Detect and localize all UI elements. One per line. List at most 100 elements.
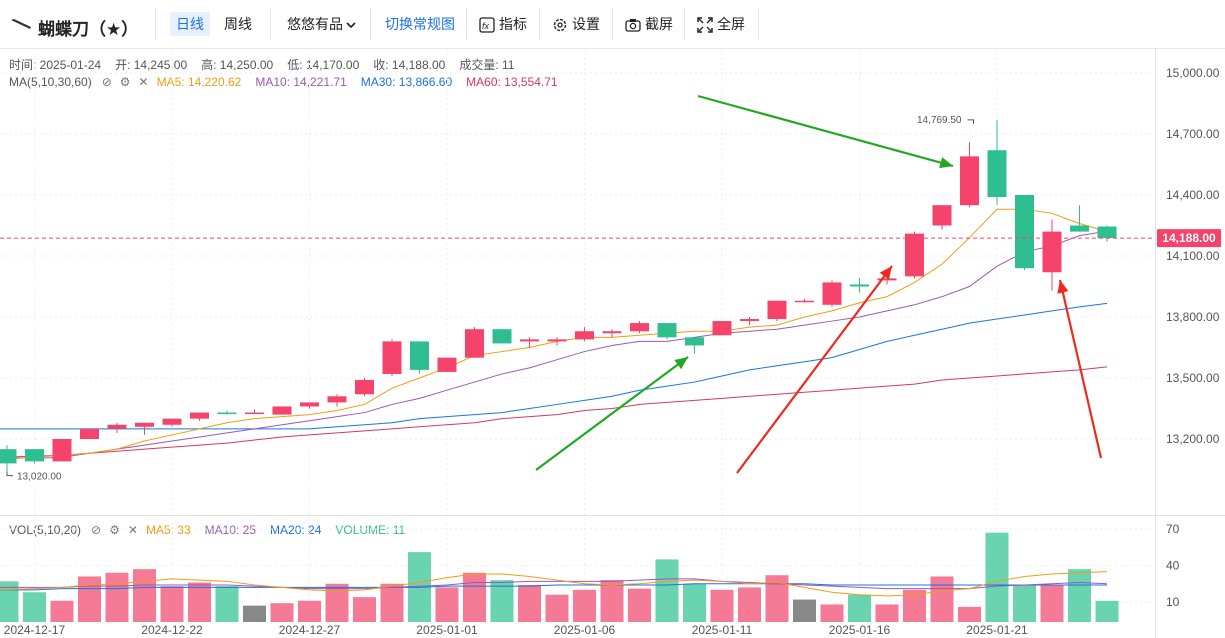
fullscreen-button[interactable]: 全屏 <box>691 12 751 36</box>
ma-legend: MA(5,10,30,60) ⊘ ⚙ ✕ MA5: 14,220.62 MA10… <box>9 75 572 89</box>
settings-button[interactable]: 设置 <box>546 12 606 36</box>
candle-body <box>135 422 154 427</box>
date-tick-label: 2025-01-16 <box>829 623 891 637</box>
candle-body <box>327 396 347 403</box>
annotation-arrow-head <box>879 266 892 280</box>
candle-body <box>465 329 484 358</box>
candle-body <box>657 323 677 338</box>
volume-bar <box>985 532 1009 622</box>
fullscreen-icon <box>697 17 713 34</box>
eye-hide-icon[interactable]: ⊘ <box>91 523 102 537</box>
chevron-down-icon <box>346 22 356 29</box>
date-tick-label: 2025-01-06 <box>554 623 616 637</box>
volume-bar <box>628 588 651 622</box>
candle-body <box>960 156 979 206</box>
candle-body <box>272 406 292 415</box>
app-title: 蝴蝶刀（★） <box>38 20 139 39</box>
gear-icon[interactable]: ⚙ <box>109 523 120 537</box>
volume-bar <box>435 587 459 622</box>
ma-legend-name: MA(5,10,30,60) <box>9 75 92 89</box>
volume-bar <box>215 586 239 622</box>
candle-body <box>932 205 952 226</box>
fullscreen-label: 全屏 <box>717 16 745 32</box>
toolbar: 蝴蝶刀（★） 日线 周线 悠悠有品 切换常规图 fx 指标 设置 截屏 全屏 <box>0 0 1225 49</box>
camera-icon <box>625 19 641 32</box>
ohlc-high: 高: 14,250.00 <box>201 58 274 72</box>
candle-body <box>905 233 924 277</box>
volume-bar <box>188 582 211 622</box>
candle-body <box>685 337 704 346</box>
candle-body <box>300 402 319 407</box>
candle-body <box>0 449 17 464</box>
close-icon[interactable]: ✕ <box>127 523 138 537</box>
ma60-legend: MA60: 13,554.71 <box>466 75 558 89</box>
volume-bar <box>765 575 789 622</box>
max-marker <box>967 119 974 124</box>
settings-label: 设置 <box>572 16 600 32</box>
vol-ma5-legend: MA5: 33 <box>145 523 191 537</box>
candle-body <box>740 319 759 322</box>
volume-bar <box>133 569 156 622</box>
price-tick-label: 13,800.00 <box>1166 310 1220 324</box>
price-tick-label: 14,100.00 <box>1166 249 1220 263</box>
candle-body <box>1070 225 1089 232</box>
ohlc-volume: 成交量: 11 <box>459 58 515 72</box>
asset-select[interactable]: 悠悠有品 <box>281 12 362 36</box>
vol-ma10-line <box>0 578 1108 590</box>
ohlc-info: 时间: 2025-01-24 开: 14,245.00 高: 14,250.00 低:… <box>9 56 528 73</box>
switch-view-button[interactable]: 切换常规图 <box>385 16 455 32</box>
volume-bar <box>325 583 349 622</box>
volume-bar <box>683 583 706 622</box>
current-price-label: 14,188.00 <box>1162 231 1216 245</box>
volume-bar <box>353 597 376 622</box>
candle-body <box>795 300 814 303</box>
volume-bar <box>793 599 816 622</box>
ma10-legend: MA10: 14,221.71 <box>255 75 347 89</box>
candle-body <box>575 331 594 340</box>
ma5-legend: MA5: 14,220.62 <box>156 75 242 89</box>
indicators-button[interactable]: fx 指标 <box>473 12 533 36</box>
date-tick-label: 2025-01-01 <box>416 623 478 637</box>
ohlc-time: 时间: 2025-01-24 <box>9 58 102 72</box>
price-tick-label: 13,200.00 <box>1166 432 1220 446</box>
weekly-tab[interactable]: 周线 <box>224 16 252 32</box>
ma5-line <box>0 208 1108 460</box>
candle-body <box>877 278 897 281</box>
candle-body <box>382 341 402 374</box>
knife-logo-icon <box>11 19 31 29</box>
volume-bar <box>243 605 266 622</box>
volume-bar <box>1013 584 1036 622</box>
candle-body <box>25 449 44 462</box>
screenshot-label: 截屏 <box>645 16 673 32</box>
divider <box>758 8 759 40</box>
price-tick-label: 15,000.00 <box>1166 66 1220 80</box>
gear-icon[interactable]: ⚙ <box>119 75 131 89</box>
daily-tab[interactable]: 日线 <box>170 12 210 36</box>
ohlc-open: 开: 14,245.00 <box>115 58 188 72</box>
volume-bar <box>903 589 926 622</box>
volume-tick-label: 10 <box>1166 595 1180 609</box>
eye-hide-icon[interactable]: ⊘ <box>101 75 112 89</box>
volume-bar <box>50 600 74 622</box>
volume-bar <box>518 584 541 622</box>
date-tick-label: 2025-01-21 <box>966 623 1028 637</box>
candle-body <box>52 439 72 462</box>
indicators-label: 指标 <box>499 16 527 32</box>
svg-text:fx: fx <box>482 21 490 31</box>
candle-body <box>410 341 429 370</box>
ohlc-low: 低: 14,170.00 <box>287 58 360 72</box>
screenshot-button[interactable]: 截屏 <box>619 12 679 36</box>
ohlc-close: 收: 14,188.00 <box>373 58 446 72</box>
divider <box>684 8 685 40</box>
volume-bar <box>463 572 486 622</box>
volume-tick-label: 70 <box>1166 522 1180 536</box>
vol-legend-name: VOL(5,10,20) <box>9 523 82 537</box>
candle-body <box>520 339 539 342</box>
ma60-line <box>0 366 1108 458</box>
volume-tick-label: 40 <box>1166 559 1180 573</box>
close-icon[interactable]: ✕ <box>138 75 149 89</box>
annotation-arrow <box>1058 279 1103 459</box>
volume-bar <box>958 606 981 622</box>
candle-body <box>355 380 374 395</box>
